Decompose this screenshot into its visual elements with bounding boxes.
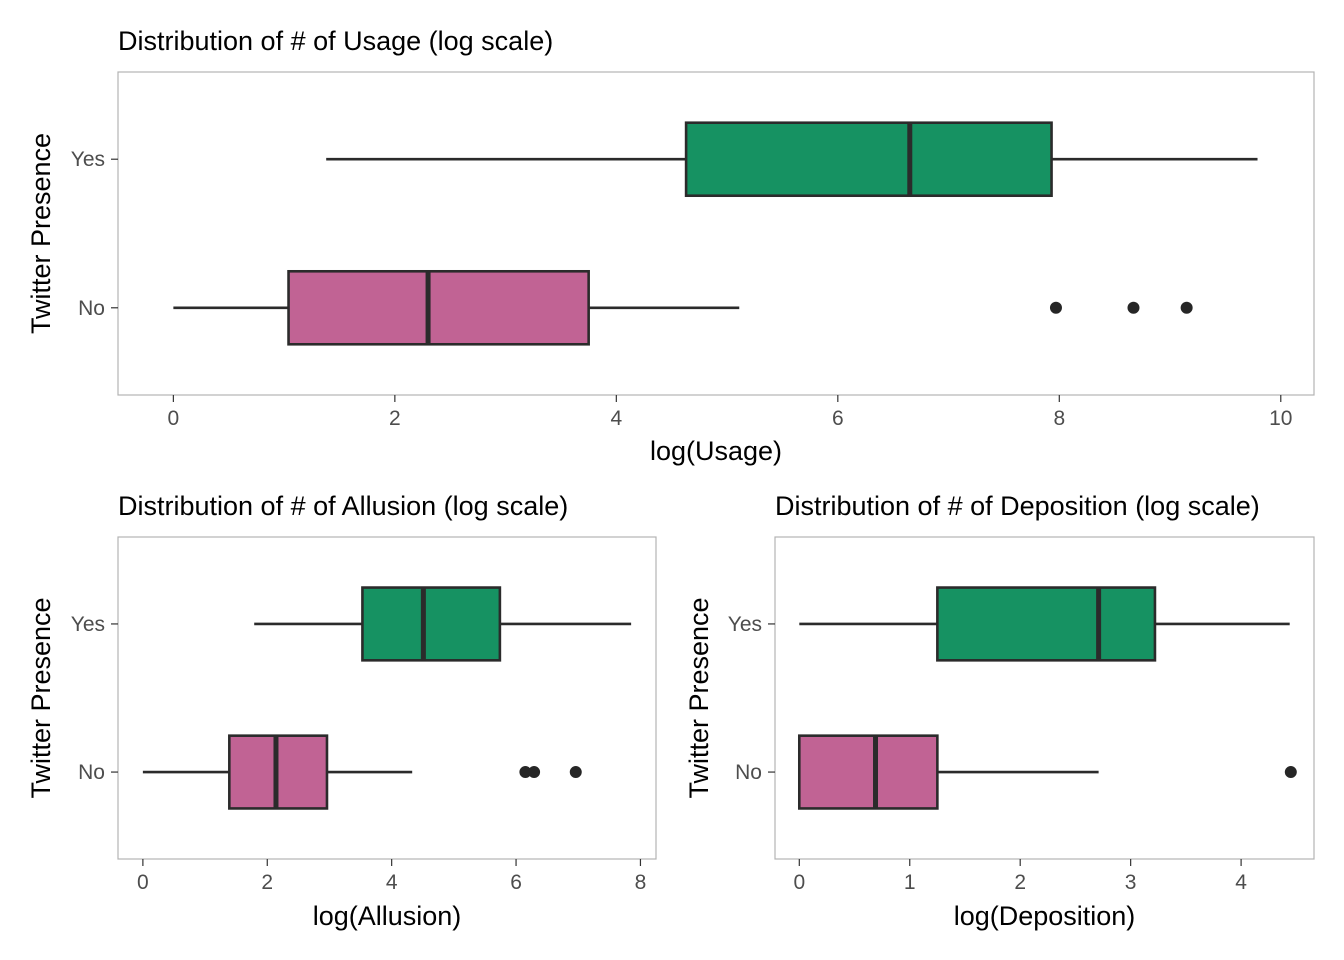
panel-border <box>117 536 657 860</box>
outlier-point <box>1180 301 1193 314</box>
y-tick-label: Yes <box>71 148 105 171</box>
y-tick-label: No <box>735 761 762 784</box>
panel-border <box>117 71 1315 396</box>
x-axis-title: log(Deposition) <box>954 901 1136 931</box>
x-tick-label: 6 <box>832 407 844 430</box>
x-tick-label: 0 <box>168 407 180 430</box>
y-axis-title: Twitter Presence <box>26 133 56 334</box>
box-yes <box>361 586 502 662</box>
x-tick-label: 2 <box>1014 871 1026 894</box>
outlier-point <box>1284 766 1297 779</box>
x-tick-label: 4 <box>386 871 398 894</box>
panel-title: Distribution of # of Allusion (log scale… <box>118 491 568 521</box>
x-tick-label: 2 <box>261 871 273 894</box>
box-yes <box>684 121 1053 198</box>
box-no <box>797 734 939 810</box>
x-tick-label: 3 <box>1125 871 1137 894</box>
x-tick-label: 8 <box>635 871 647 894</box>
x-tick-label: 4 <box>1235 871 1247 894</box>
outlier-point <box>1049 301 1062 314</box>
panel-2: Distribution of # of Deposition (log sca… <box>684 491 1315 931</box>
x-tick-label: 6 <box>510 871 522 894</box>
x-tick-label: 2 <box>389 407 401 430</box>
x-tick-label: 4 <box>610 407 622 430</box>
outlier-point <box>519 766 532 779</box>
y-tick-label: Yes <box>71 613 105 636</box>
y-axis-title: Twitter Presence <box>26 597 56 798</box>
x-tick-label: 10 <box>1269 407 1292 430</box>
x-tick-label: 0 <box>793 871 805 894</box>
panel-border <box>774 536 1315 860</box>
y-axis-title: Twitter Presence <box>684 597 714 798</box>
outlier-point <box>528 766 541 779</box>
box-yes <box>936 586 1157 662</box>
x-tick-label: 8 <box>1053 407 1065 430</box>
x-axis-title: log(Allusion) <box>313 901 462 931</box>
y-tick-label: No <box>78 761 105 784</box>
panel-title: Distribution of # of Usage (log scale) <box>118 26 553 56</box>
outlier-point <box>569 766 582 779</box>
y-tick-label: Yes <box>728 613 762 636</box>
panel-0: Distribution of # of Usage (log scale) Ye… <box>26 26 1315 466</box>
x-axis-title: log(Usage) <box>650 436 782 466</box>
x-tick-label: 1 <box>904 871 916 894</box>
y-tick-label: No <box>78 297 105 320</box>
panel-1: Distribution of # of Allusion (log scale… <box>26 491 657 931</box>
outlier-point <box>1127 301 1140 314</box>
box-no <box>287 269 590 346</box>
x-tick-label: 0 <box>137 871 149 894</box>
panel-title: Distribution of # of Deposition (log sca… <box>775 491 1260 521</box>
